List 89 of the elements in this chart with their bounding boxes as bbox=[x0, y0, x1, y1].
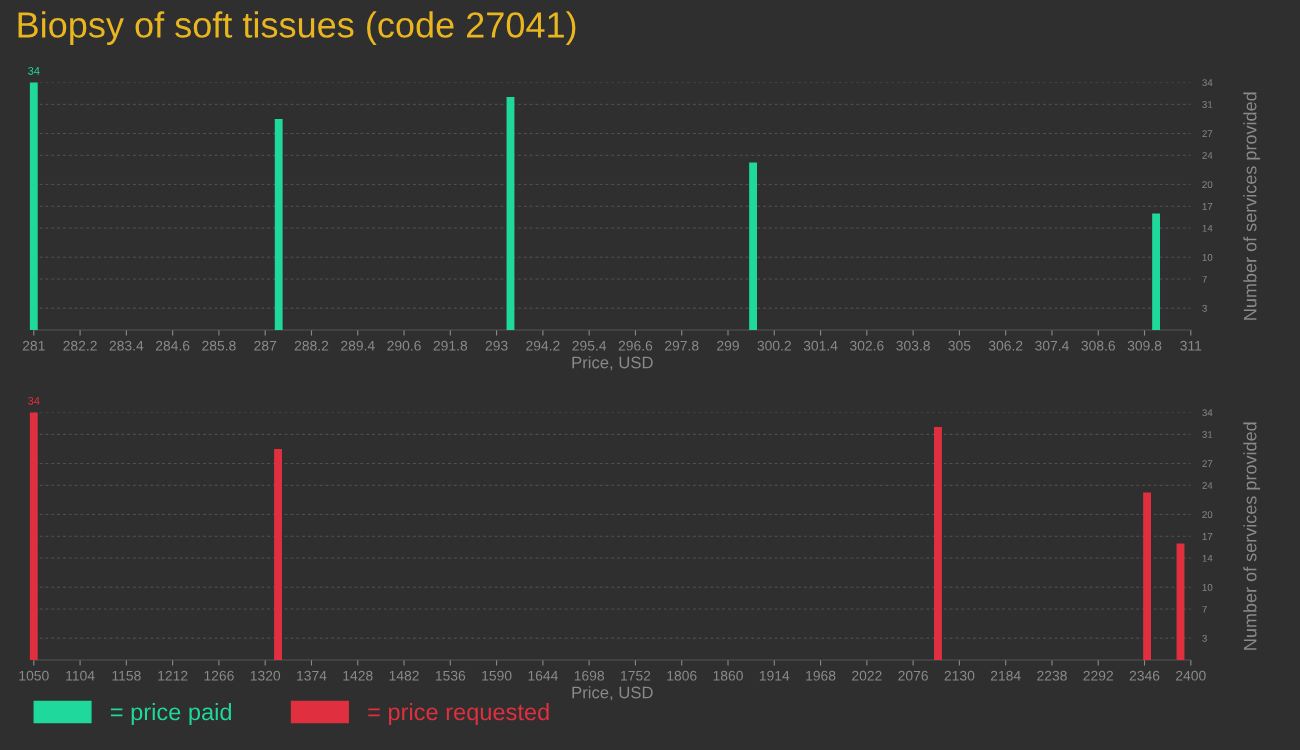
x-tick-label: 1914 bbox=[759, 670, 790, 681]
x-tick-label: 1968 bbox=[806, 670, 836, 681]
y2-tick-label: 24 bbox=[1202, 482, 1213, 489]
y2-axis-title: Number of services provided bbox=[1243, 422, 1261, 650]
x-tick-label: 301.4 bbox=[803, 340, 838, 351]
y2-tick-label: 31 bbox=[1202, 431, 1213, 438]
x-tick-label: 302.6 bbox=[849, 340, 884, 351]
x-tick-label: 1536 bbox=[435, 670, 466, 681]
bar bbox=[1152, 213, 1161, 330]
x-tick-label: 296.6 bbox=[618, 340, 653, 351]
y2-tick-label: 10 bbox=[1202, 253, 1213, 261]
x-tick-label: 2130 bbox=[944, 670, 975, 681]
y2-tick-label: 20 bbox=[1202, 511, 1213, 519]
y2-tick-label: 27 bbox=[1202, 130, 1213, 137]
x-tick-label: 290.6 bbox=[387, 340, 421, 351]
bar bbox=[29, 412, 38, 660]
x-tick-label: 2400 bbox=[1176, 670, 1206, 681]
y2-tick-label: 31 bbox=[1202, 101, 1213, 108]
x-tick-label: 306.2 bbox=[988, 340, 1023, 351]
x-tick-label: 1752 bbox=[621, 670, 651, 681]
x-tick-label: 1644 bbox=[528, 670, 558, 681]
y2-tick-label: 3 bbox=[1202, 634, 1207, 642]
y2-tick-label: 34 bbox=[1202, 409, 1213, 417]
y2-tick-label: 34 bbox=[1202, 79, 1213, 87]
x-tick-label: 295.4 bbox=[572, 340, 607, 351]
bar bbox=[274, 118, 283, 330]
x-tick-label: 283.4 bbox=[109, 340, 144, 351]
x-tick-label: 303.8 bbox=[896, 340, 930, 351]
x-tick-label: 1860 bbox=[713, 670, 743, 681]
x-tick-label: 297.8 bbox=[665, 340, 699, 351]
bar bbox=[1143, 492, 1152, 660]
x-tick-label: 2292 bbox=[1083, 670, 1113, 681]
bar bbox=[749, 162, 757, 330]
y2-tick-label: 3 bbox=[1202, 304, 1207, 312]
data-label: 34 bbox=[28, 66, 40, 75]
x-tick-label: 305 bbox=[948, 340, 971, 351]
x-tick-label: 1482 bbox=[389, 670, 419, 681]
x-tick-label: 291.8 bbox=[433, 340, 468, 351]
x-tick-label: 1266 bbox=[204, 670, 234, 681]
x-tick-label: 294.2 bbox=[526, 340, 560, 351]
bar bbox=[29, 82, 38, 330]
legend-label: = price paid bbox=[110, 702, 232, 725]
x-tick-label: 289.4 bbox=[341, 340, 375, 351]
x-tick-label: 2022 bbox=[852, 670, 882, 681]
x-tick-label: 1374 bbox=[297, 670, 327, 681]
y2-tick-label: 27 bbox=[1202, 460, 1213, 467]
y2-axis-title: Number of services provided bbox=[1243, 92, 1261, 320]
x-tick-label: 2184 bbox=[990, 670, 1021, 681]
x-tick-label: 1158 bbox=[112, 670, 141, 681]
y2-tick-label: 14 bbox=[1202, 224, 1213, 232]
x-tick-label: 285.8 bbox=[202, 340, 236, 351]
x-tick-label: 1104 bbox=[66, 670, 95, 681]
x-tick-label: 2076 bbox=[898, 670, 928, 681]
y2-tick-label: 24 bbox=[1202, 152, 1213, 159]
x-tick-label: 293 bbox=[485, 340, 508, 351]
y2-tick-label: 17 bbox=[1202, 533, 1213, 540]
bar bbox=[274, 448, 282, 660]
x-tick-label: 1806 bbox=[667, 670, 697, 681]
x-tick-label: 282.2 bbox=[63, 340, 97, 351]
y2-tick-label: 20 bbox=[1202, 181, 1213, 189]
y2-tick-label: 7 bbox=[1202, 605, 1207, 613]
x-tick-label: 1212 bbox=[158, 670, 188, 681]
x-tick-label: 307.4 bbox=[1035, 340, 1069, 351]
x-tick-label: 281 bbox=[22, 340, 45, 351]
x-tick-label: 2346 bbox=[1129, 670, 1160, 681]
y2-tick-label: 7 bbox=[1202, 275, 1207, 283]
x-tick-label: 300.2 bbox=[757, 340, 791, 351]
data-label: 34 bbox=[28, 396, 40, 405]
x-tick-label: 1590 bbox=[482, 670, 512, 681]
x-tick-label: 2238 bbox=[1037, 670, 1067, 681]
x-tick-label: 308.6 bbox=[1081, 340, 1116, 351]
x-tick-label: 311 bbox=[1180, 340, 1202, 351]
x-tick-label: 1050 bbox=[19, 670, 49, 681]
x-tick-label: 284.6 bbox=[155, 340, 190, 351]
x-tick-label: 288.2 bbox=[294, 340, 329, 351]
x-axis-title: Price, USD bbox=[572, 686, 653, 701]
x-tick-label: 1698 bbox=[574, 670, 605, 681]
y2-tick-label: 14 bbox=[1202, 554, 1213, 562]
y2-tick-label: 17 bbox=[1202, 203, 1213, 210]
x-tick-label: 287 bbox=[254, 340, 277, 351]
x-tick-label: 1428 bbox=[343, 670, 373, 681]
legend-label: = price requested bbox=[368, 702, 549, 725]
y2-tick-label: 10 bbox=[1202, 583, 1213, 591]
x-tick-label: 1320 bbox=[250, 670, 281, 681]
chart-title: Biopsy of soft tissues (code 27041) bbox=[18, 11, 576, 45]
x-tick-label: 299 bbox=[717, 340, 739, 351]
bar bbox=[934, 427, 942, 660]
x-tick-label: 309.8 bbox=[1127, 340, 1162, 351]
x-axis-title: Price, USD bbox=[572, 356, 653, 371]
